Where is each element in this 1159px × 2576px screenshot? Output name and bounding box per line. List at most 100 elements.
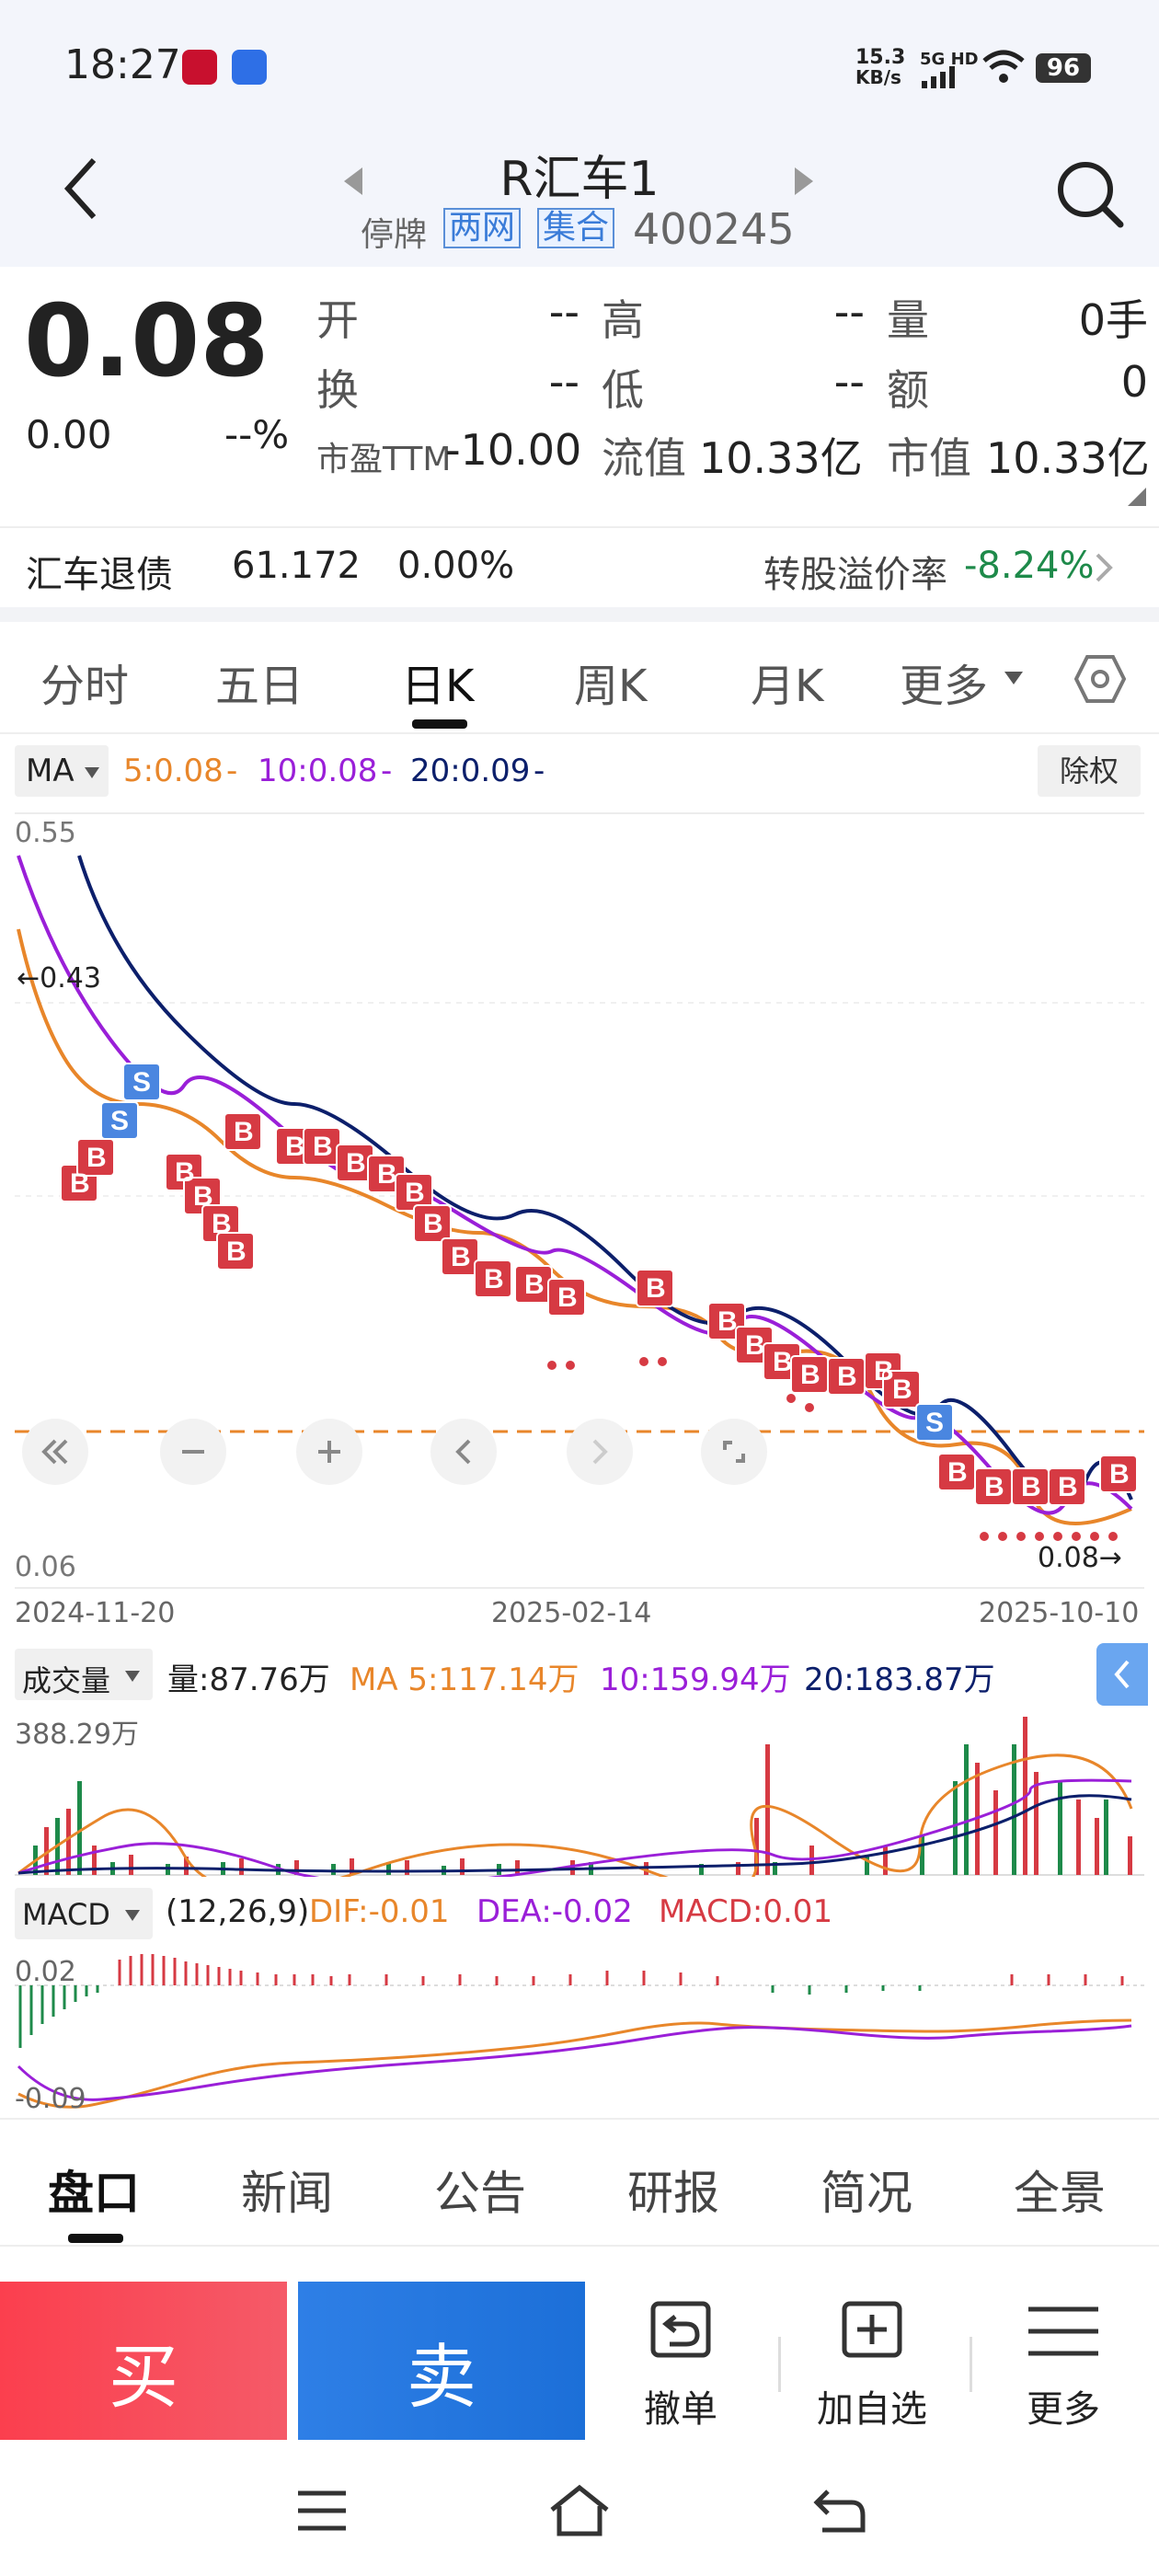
tab-intraday[interactable]: 分时 — [40, 661, 130, 712]
macd-svg — [15, 1954, 1144, 2109]
undo-order-icon — [650, 2301, 711, 2358]
home-icon[interactable] — [548, 2482, 611, 2537]
volume-svg — [15, 1717, 1144, 1893]
low-label: 低 — [602, 365, 644, 415]
ma10-legend: 10:0.08 — [258, 753, 378, 789]
back-icon[interactable] — [811, 2484, 866, 2536]
ma-selector[interactable]: MA — [15, 745, 109, 797]
network-type: 5G HD — [920, 50, 979, 69]
tab-weekly-k[interactable]: 周K — [574, 661, 648, 712]
svg-text:B: B — [557, 1282, 578, 1313]
app-notification-icon — [182, 50, 217, 85]
tab-daily-k[interactable]: 日K — [401, 661, 475, 712]
battery-icon: 96 — [1036, 53, 1091, 83]
divider — [0, 526, 1159, 528]
add-watchlist-button[interactable]: 加自选 — [798, 2291, 946, 2438]
tab-five-day[interactable]: 五日 — [215, 661, 304, 712]
float-value-label: 流值 — [602, 433, 686, 483]
volume-axis-max: 388.29万 — [15, 1719, 139, 1751]
status-time: 18:27 — [64, 41, 181, 88]
back-arrow-icon[interactable] — [63, 156, 99, 221]
turnover-label: 换 — [316, 365, 359, 415]
volume-chart — [0, 1708, 1159, 1893]
svg-text:B: B — [874, 1356, 894, 1386]
dropdown-arrow-icon — [85, 767, 99, 778]
svg-text:B: B — [800, 1360, 820, 1390]
amount-label: 额 — [887, 365, 929, 415]
zoom-out-button[interactable] — [160, 1419, 226, 1485]
tab-news[interactable]: 新闻 — [241, 2167, 333, 2220]
next-stock-icon[interactable] — [793, 166, 815, 197]
chevron-right-icon — [1095, 552, 1113, 583]
bond-row[interactable]: 汇车退债 61.172 0.00% 转股溢价率 -8.24% — [0, 528, 1159, 607]
svg-text:B: B — [313, 1132, 333, 1162]
macd-selector[interactable]: MACD — [15, 1888, 153, 1939]
volume-selector-label: 成交量 — [22, 1663, 111, 1698]
current-price: 0.08 — [24, 284, 270, 399]
cancel-order-label: 撤单 — [644, 2388, 717, 2431]
volume-label: 量 — [887, 295, 929, 345]
prev-stock-icon[interactable] — [342, 166, 364, 197]
menu-icon[interactable] — [296, 2488, 348, 2534]
status-bar: 18:27 15.3 KB/s 5G HD 96 — [0, 0, 1159, 138]
macd-dea: DEA:-0.02 — [476, 1893, 633, 1930]
tab-order-book[interactable]: 盘口 — [48, 2167, 140, 2220]
tab-overview[interactable]: 全景 — [1014, 2167, 1106, 2220]
market-cap-label: 市值 — [887, 433, 971, 483]
suspended-label: 停牌 — [361, 216, 428, 254]
cancel-order-button[interactable]: 撤单 — [607, 2291, 754, 2438]
svg-text:B: B — [234, 1117, 254, 1147]
system-nav-bar — [0, 2447, 1159, 2576]
scroll-left-button[interactable] — [430, 1419, 497, 1485]
svg-text:B: B — [524, 1270, 545, 1300]
high-value: -- — [833, 287, 865, 337]
divider — [0, 732, 1159, 734]
date-axis-end: 2025-10-10 — [979, 1597, 1140, 1629]
premium-label: 转股溢价率 — [763, 554, 947, 596]
tab-announcements[interactable]: 公告 — [434, 2167, 526, 2220]
bottom-tab-indicator — [68, 2234, 123, 2243]
buy-button[interactable]: 买 — [0, 2282, 287, 2440]
svg-text:B: B — [1021, 1472, 1041, 1502]
ma5-legend: 5:0.08 — [123, 753, 224, 789]
wifi-icon — [982, 50, 1025, 85]
adjust-rights-button[interactable]: 除权 — [1038, 745, 1141, 797]
tab-monthly-k[interactable]: 月K — [751, 661, 824, 712]
fullscreen-button[interactable] — [701, 1419, 767, 1485]
plus-square-icon — [842, 2301, 902, 2358]
zoom-in-button[interactable] — [296, 1419, 362, 1485]
ma20-dash: - — [534, 753, 545, 789]
market-cap-value: 10.33亿 — [986, 433, 1150, 483]
svg-text:B: B — [377, 1159, 397, 1190]
jump-start-button[interactable] — [22, 1419, 88, 1485]
more-actions-button[interactable]: 更多 — [990, 2291, 1137, 2438]
tab-profile[interactable]: 简况 — [820, 2167, 912, 2220]
dropdown-arrow-icon — [125, 1910, 140, 1921]
net-speed-unit: KB/s — [855, 66, 901, 88]
svg-text:B: B — [70, 1168, 90, 1199]
bond-pct: 0.00% — [397, 545, 515, 587]
collapse-panel-button[interactable] — [1096, 1643, 1148, 1706]
settings-hexagon-icon[interactable] — [1074, 655, 1126, 703]
dropdown-arrow-icon — [125, 1671, 140, 1682]
sell-button[interactable]: 卖 — [298, 2282, 585, 2440]
macd-dif: DIF:-0.01 — [309, 1893, 450, 1930]
ma10-dash: - — [381, 753, 393, 789]
scroll-right-button[interactable] — [567, 1419, 633, 1485]
ma-selector-label: MA — [26, 753, 75, 789]
macd-axis-bottom: -0.09 — [15, 2083, 86, 2115]
bond-name: 汇车退债 — [26, 554, 173, 596]
volume-current: 量:87.76万 — [167, 1662, 330, 1698]
volume-selector[interactable]: 成交量 — [15, 1649, 153, 1700]
svg-text:B: B — [86, 1143, 107, 1173]
tab-more[interactable]: 更多 — [900, 661, 989, 712]
svg-text:B: B — [717, 1306, 738, 1337]
search-icon[interactable] — [1054, 158, 1124, 228]
chevron-right-icon — [592, 1439, 608, 1465]
expand-corner-icon[interactable] — [1128, 488, 1146, 506]
tab-research[interactable]: 研报 — [627, 2167, 719, 2220]
ma5-dash: - — [226, 753, 238, 789]
svg-text:B: B — [285, 1132, 305, 1162]
dropdown-arrow-icon — [1004, 672, 1023, 684]
